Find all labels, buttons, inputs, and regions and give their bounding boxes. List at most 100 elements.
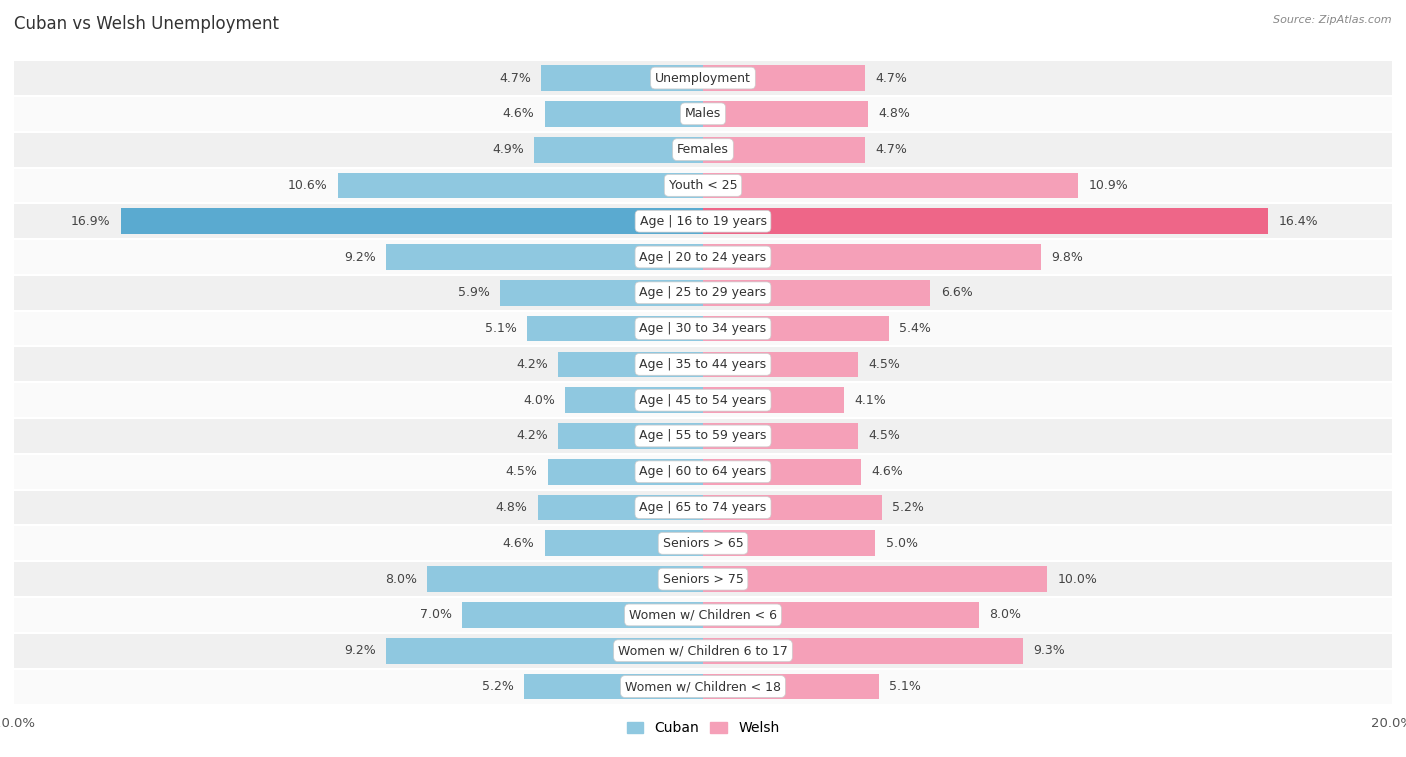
- Bar: [14, 167, 1392, 204]
- Bar: [121, 208, 703, 234]
- Text: 10.6%: 10.6%: [288, 179, 328, 192]
- Text: Age | 45 to 54 years: Age | 45 to 54 years: [640, 394, 766, 407]
- Bar: [14, 382, 1392, 418]
- Text: Age | 60 to 64 years: Age | 60 to 64 years: [640, 466, 766, 478]
- Bar: [703, 244, 1040, 270]
- Text: 5.9%: 5.9%: [457, 286, 489, 299]
- Bar: [14, 204, 1392, 239]
- Bar: [387, 638, 703, 664]
- Text: Unemployment: Unemployment: [655, 72, 751, 85]
- Bar: [544, 531, 703, 556]
- Bar: [14, 239, 1392, 275]
- Text: 4.6%: 4.6%: [502, 107, 534, 120]
- Text: 5.0%: 5.0%: [886, 537, 918, 550]
- Bar: [14, 490, 1392, 525]
- Text: 4.7%: 4.7%: [875, 72, 907, 85]
- Bar: [14, 132, 1392, 167]
- Bar: [337, 173, 703, 198]
- Text: Females: Females: [678, 143, 728, 156]
- Bar: [541, 65, 703, 91]
- Bar: [703, 351, 858, 377]
- Text: 5.1%: 5.1%: [889, 680, 921, 693]
- Bar: [527, 316, 703, 341]
- Bar: [14, 454, 1392, 490]
- Text: 5.2%: 5.2%: [893, 501, 924, 514]
- Text: 9.2%: 9.2%: [344, 251, 375, 263]
- Bar: [703, 101, 869, 126]
- Text: 4.6%: 4.6%: [872, 466, 904, 478]
- Text: 9.2%: 9.2%: [344, 644, 375, 657]
- Text: Age | 65 to 74 years: Age | 65 to 74 years: [640, 501, 766, 514]
- Bar: [499, 280, 703, 306]
- Bar: [703, 566, 1047, 592]
- Bar: [703, 316, 889, 341]
- Text: Age | 20 to 24 years: Age | 20 to 24 years: [640, 251, 766, 263]
- Bar: [703, 494, 882, 521]
- Text: 5.1%: 5.1%: [485, 322, 517, 335]
- Text: 4.0%: 4.0%: [523, 394, 555, 407]
- Text: 4.7%: 4.7%: [875, 143, 907, 156]
- Bar: [461, 602, 703, 628]
- Bar: [14, 633, 1392, 668]
- Bar: [565, 388, 703, 413]
- Text: Cuban vs Welsh Unemployment: Cuban vs Welsh Unemployment: [14, 15, 278, 33]
- Bar: [703, 137, 865, 163]
- Text: Seniors > 75: Seniors > 75: [662, 572, 744, 586]
- Text: 10.9%: 10.9%: [1088, 179, 1129, 192]
- Bar: [14, 310, 1392, 347]
- Bar: [703, 173, 1078, 198]
- Text: 7.0%: 7.0%: [419, 609, 451, 621]
- Text: 8.0%: 8.0%: [385, 572, 418, 586]
- Bar: [14, 347, 1392, 382]
- Text: Age | 16 to 19 years: Age | 16 to 19 years: [640, 215, 766, 228]
- Bar: [703, 280, 931, 306]
- Bar: [14, 275, 1392, 310]
- Text: 10.0%: 10.0%: [1057, 572, 1098, 586]
- Bar: [14, 597, 1392, 633]
- Bar: [387, 244, 703, 270]
- Bar: [14, 561, 1392, 597]
- Bar: [548, 459, 703, 484]
- Bar: [14, 418, 1392, 454]
- Text: Age | 35 to 44 years: Age | 35 to 44 years: [640, 358, 766, 371]
- Text: Age | 55 to 59 years: Age | 55 to 59 years: [640, 429, 766, 443]
- Bar: [703, 602, 979, 628]
- Legend: Cuban, Welsh: Cuban, Welsh: [621, 716, 785, 741]
- Bar: [703, 674, 879, 699]
- Text: 4.7%: 4.7%: [499, 72, 531, 85]
- Bar: [558, 351, 703, 377]
- Bar: [703, 459, 862, 484]
- Text: 9.3%: 9.3%: [1033, 644, 1066, 657]
- Text: 4.9%: 4.9%: [492, 143, 524, 156]
- Bar: [544, 101, 703, 126]
- Text: 9.8%: 9.8%: [1050, 251, 1083, 263]
- Text: 5.4%: 5.4%: [900, 322, 931, 335]
- Text: Age | 25 to 29 years: Age | 25 to 29 years: [640, 286, 766, 299]
- Text: 8.0%: 8.0%: [988, 609, 1021, 621]
- Bar: [534, 137, 703, 163]
- Text: 4.5%: 4.5%: [506, 466, 537, 478]
- Bar: [14, 96, 1392, 132]
- Bar: [703, 208, 1268, 234]
- Text: Source: ZipAtlas.com: Source: ZipAtlas.com: [1274, 15, 1392, 25]
- Bar: [703, 388, 844, 413]
- Bar: [14, 525, 1392, 561]
- Text: Youth < 25: Youth < 25: [669, 179, 737, 192]
- Bar: [703, 65, 865, 91]
- Bar: [537, 494, 703, 521]
- Bar: [427, 566, 703, 592]
- Text: 4.6%: 4.6%: [502, 537, 534, 550]
- Text: 16.4%: 16.4%: [1278, 215, 1317, 228]
- Text: 4.2%: 4.2%: [516, 358, 548, 371]
- Bar: [703, 423, 858, 449]
- Text: Women w/ Children 6 to 17: Women w/ Children 6 to 17: [619, 644, 787, 657]
- Text: 4.2%: 4.2%: [516, 429, 548, 443]
- Text: 4.8%: 4.8%: [495, 501, 527, 514]
- Text: Seniors > 65: Seniors > 65: [662, 537, 744, 550]
- Text: Women w/ Children < 18: Women w/ Children < 18: [626, 680, 780, 693]
- Text: 4.5%: 4.5%: [869, 358, 900, 371]
- Text: 5.2%: 5.2%: [482, 680, 513, 693]
- Bar: [14, 668, 1392, 705]
- Text: 4.1%: 4.1%: [855, 394, 886, 407]
- Text: 4.5%: 4.5%: [869, 429, 900, 443]
